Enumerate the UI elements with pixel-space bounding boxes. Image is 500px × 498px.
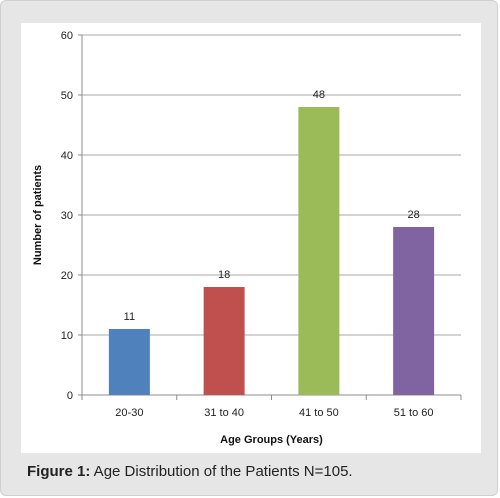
y-tick-label: 50 xyxy=(61,90,73,102)
y-tick-label: 10 xyxy=(61,330,73,342)
x-tick-label: 41 to 50 xyxy=(299,407,339,419)
x-tick-label: 31 to 40 xyxy=(204,407,244,419)
x-tick-label: 20-30 xyxy=(115,407,143,419)
data-label: 18 xyxy=(218,269,230,281)
y-tick-label: 0 xyxy=(67,390,73,402)
x-tick-label: 51 to 60 xyxy=(394,407,434,419)
y-tick-label: 40 xyxy=(61,150,73,162)
y-tick-label: 20 xyxy=(61,270,73,282)
bar-1 xyxy=(108,329,150,395)
bar-chart: 11 18 48 28 0 10 20 30 40 50 60 20-30 31 to 40 41 t… xyxy=(32,30,462,446)
y-tick-label: 30 xyxy=(61,210,73,222)
chart-area: 11 18 48 28 0 10 20 30 40 50 60 20-30 31 to 40 41 t… xyxy=(21,23,481,453)
data-label: 11 xyxy=(124,311,135,323)
x-axis-title: Age Groups (Years) xyxy=(220,434,323,446)
caption-text: Age Distribution of the Patients N=105. xyxy=(90,463,353,480)
data-label: 28 xyxy=(408,209,420,221)
y-tick-labels: 0 10 20 30 40 50 60 xyxy=(61,30,73,402)
data-labels: 11 18 48 28 xyxy=(124,89,420,323)
figure-caption: Figure 1: Age Distribution of the Patien… xyxy=(27,463,353,480)
bar-2 xyxy=(203,287,245,395)
y-tick-label: 60 xyxy=(61,30,73,42)
x-tick-labels: 20-30 31 to 40 41 to 50 51 to 60 xyxy=(115,407,433,419)
data-label: 48 xyxy=(313,89,325,101)
caption-label: Figure 1: xyxy=(27,463,91,480)
bar-3 xyxy=(298,107,340,395)
bar-4 xyxy=(393,227,435,395)
bars xyxy=(108,107,435,395)
y-axis-title: Number of patients xyxy=(32,165,44,265)
